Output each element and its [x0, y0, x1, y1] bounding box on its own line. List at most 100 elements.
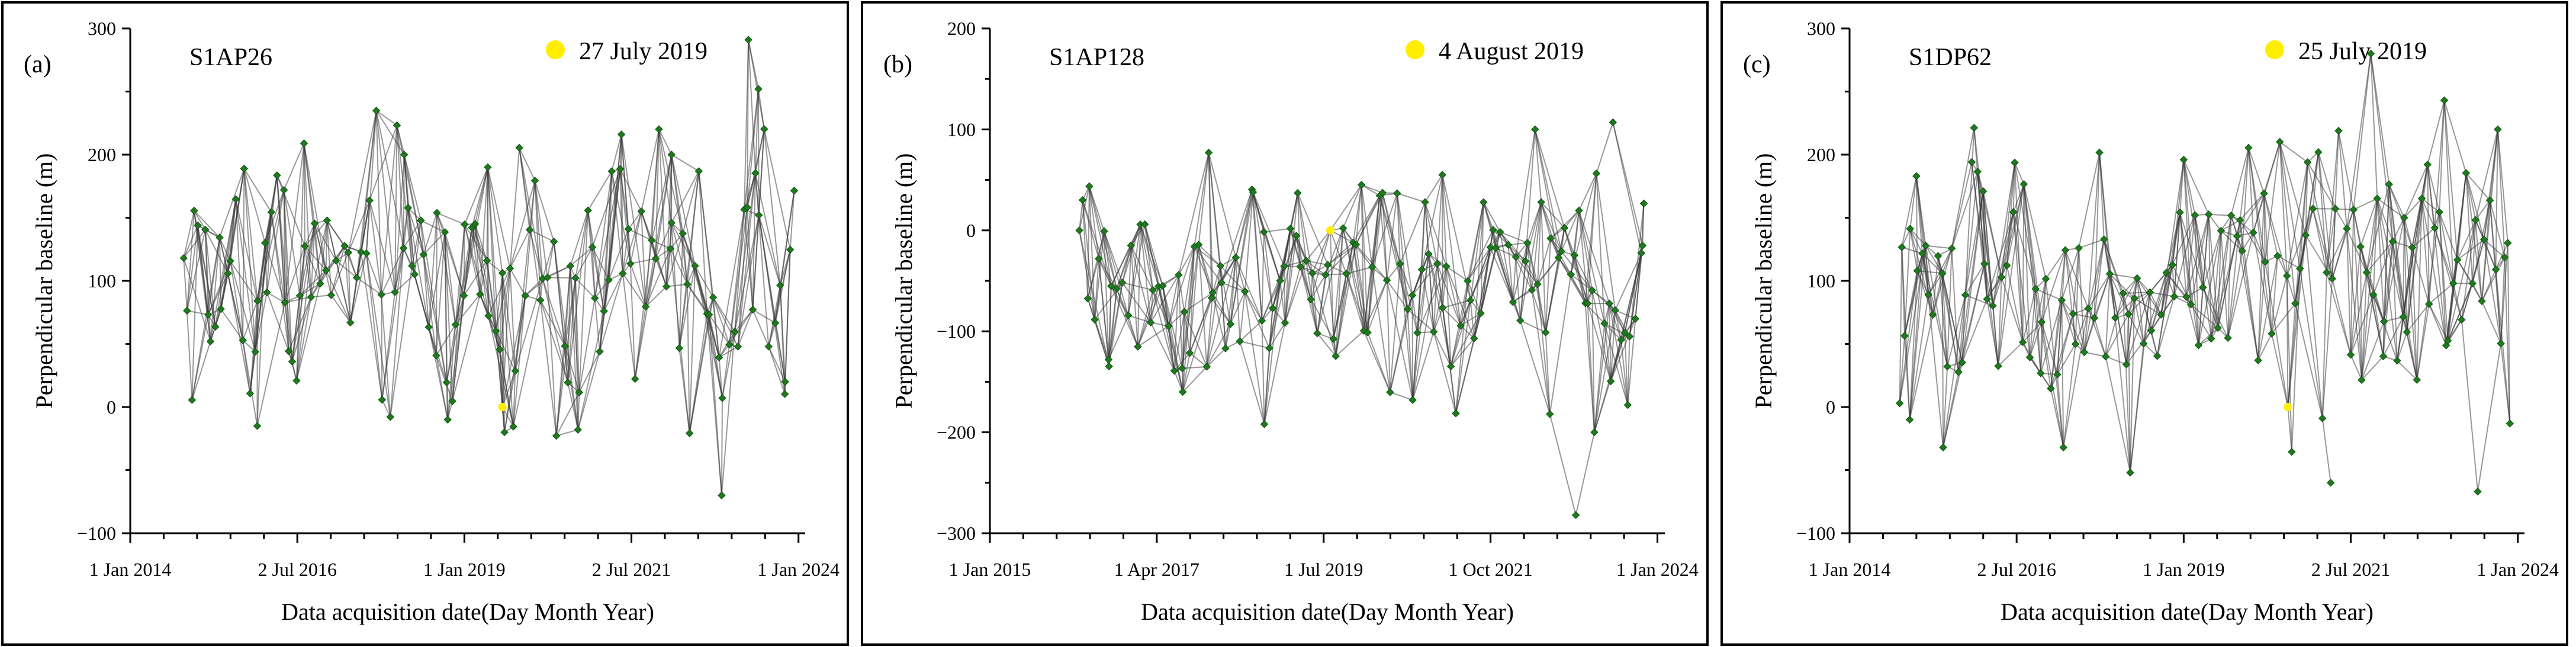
panel-frame: [1, 1, 849, 646]
interferogram-pair: [381, 248, 404, 400]
interferogram-pair: [564, 345, 579, 430]
interferogram-pair: [1103, 231, 1112, 287]
acquisition-point: [1216, 262, 1225, 270]
interferogram-pair: [2247, 148, 2254, 233]
interferogram-pair: [1098, 258, 1110, 367]
interferogram-pair: [2183, 159, 2204, 288]
interferogram-pair: [1909, 245, 1927, 420]
acquisition-point: [2061, 246, 2070, 254]
interferogram-pair: [1173, 370, 1184, 392]
acquisition-point: [1997, 273, 2006, 281]
interferogram-pair: [1399, 264, 1414, 401]
interferogram-pair: [567, 265, 571, 383]
acquisition-point: [2393, 357, 2401, 365]
interferogram-pair: [1424, 174, 1443, 203]
acquisition-point: [1268, 304, 1277, 313]
acquisition-point: [216, 233, 224, 242]
interferogram-pair: [2105, 274, 2111, 357]
interferogram-pair: [737, 173, 756, 347]
interferogram-pair: [2388, 184, 2413, 248]
interferogram-pair: [1399, 263, 1413, 296]
acquisition-point: [1124, 311, 1133, 320]
interferogram-pair: [1467, 280, 1482, 314]
interferogram-pair: [1541, 201, 1565, 229]
interferogram-pair: [407, 207, 430, 328]
acquisition-point: [2105, 270, 2114, 278]
acquisition-point: [1531, 125, 1539, 134]
interferogram-pair: [2366, 184, 2390, 273]
interferogram-pair: [2447, 220, 2477, 341]
acquisition-point: [2019, 180, 2028, 188]
interferogram-pair: [2279, 142, 2307, 236]
acquisition-point: [631, 374, 639, 383]
interferogram-pair: [2257, 255, 2278, 361]
interferogram-pair: [534, 180, 543, 279]
interferogram-pair: [1541, 201, 1562, 252]
interferogram-pair: [1355, 184, 1362, 245]
interferogram-pair: [1372, 267, 1388, 281]
interferogram-pair: [1610, 318, 1636, 382]
interferogram-pair: [2114, 318, 2131, 473]
interferogram-pair: [2105, 356, 2131, 473]
acquisition-point: [2276, 137, 2284, 146]
interferogram-pair: [1909, 294, 1929, 420]
interferogram-pair: [575, 277, 596, 299]
interferogram-pair: [2166, 212, 2181, 273]
baseline-network: [183, 39, 795, 496]
interferogram-pair: [1512, 302, 1521, 321]
interferogram-pair: [2050, 250, 2066, 389]
acquisition-point: [340, 242, 349, 250]
interferogram-pair: [479, 260, 488, 294]
interferogram-pair: [464, 166, 488, 225]
acquisition-point: [2179, 155, 2188, 164]
acquisition-point: [440, 228, 449, 236]
acquisition-point: [705, 310, 713, 319]
acquisition-point: [2238, 246, 2246, 255]
interferogram-pair: [2481, 257, 2506, 302]
interferogram-pair: [1928, 294, 1944, 448]
interferogram-pair: [1971, 162, 1988, 299]
interferogram-pair: [655, 258, 667, 287]
interferogram-pair: [1284, 228, 1291, 323]
interferogram-pair: [2265, 261, 2289, 408]
interferogram-pair: [1549, 274, 1572, 415]
acquisition-point: [2356, 242, 2365, 251]
interferogram-pair: [411, 220, 422, 266]
interferogram-pair: [575, 278, 580, 393]
interferogram-pair: [1150, 322, 1175, 371]
interferogram-pair: [2109, 273, 2135, 299]
interferogram-pair: [1951, 171, 1979, 249]
interferogram-pair: [2150, 292, 2175, 297]
acquisition-point: [1265, 344, 1273, 353]
y-tick-label: 100: [947, 118, 976, 140]
interferogram-pair: [1998, 277, 2002, 366]
interferogram-pair: [1998, 265, 2008, 366]
interferogram-pair: [348, 252, 358, 278]
acquisition-point: [2291, 299, 2300, 308]
interferogram-pair: [1263, 322, 1286, 425]
interferogram-pair: [1317, 332, 1336, 357]
acquisition-point: [1294, 189, 1302, 197]
acquisition-point: [1521, 257, 1530, 265]
interferogram-pair: [1903, 229, 1911, 336]
interferogram-pair: [463, 224, 465, 296]
interferogram-pair: [1178, 274, 1183, 369]
interferogram-pair: [2443, 100, 2454, 284]
interferogram-pair: [2287, 406, 2292, 452]
interferogram-pair: [1534, 129, 1565, 228]
interferogram-pair: [2012, 212, 2031, 358]
acquisition-point: [393, 121, 401, 130]
interferogram-pair: [1587, 173, 1597, 304]
interferogram-pair: [2392, 241, 2398, 361]
acquisition-point: [400, 150, 409, 159]
acquisition-point: [2288, 447, 2296, 456]
interferogram-pair: [1961, 264, 1985, 363]
acquisition-point: [1452, 409, 1460, 418]
interferogram-pair: [2428, 228, 2436, 305]
interferogram-pair: [1279, 280, 1286, 323]
interferogram-pair: [2057, 374, 2064, 448]
acquisition-point: [718, 491, 726, 499]
acquisition-point: [2176, 208, 2184, 217]
acquisition-point: [2400, 213, 2408, 222]
acquisition-point: [1226, 320, 1235, 328]
